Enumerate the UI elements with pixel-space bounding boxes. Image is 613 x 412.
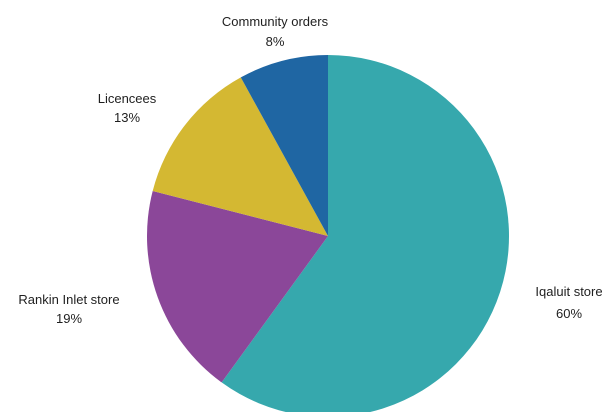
pie-slice-rankin-inlet-store [147, 190, 328, 383]
slice-label-licencees: Licencees [98, 91, 157, 106]
slice-value-community-orders: 8% [266, 34, 285, 49]
slice-value-rankin-inlet-store: 19% [56, 311, 82, 326]
slice-value-iqaluit-store: 60% [556, 306, 582, 321]
slice-label-rankin-inlet-store: Rankin Inlet store [18, 292, 119, 307]
pie-slice-community-orders [240, 55, 328, 236]
slice-label-iqaluit-store: Iqaluit store [535, 284, 602, 299]
pie-slices [147, 55, 509, 412]
slice-label-community-orders: Community orders [222, 14, 329, 29]
pie-slice-licencees [152, 77, 328, 236]
pie-slice-iqaluit-store [221, 55, 509, 412]
slice-value-licencees: 13% [114, 110, 140, 125]
